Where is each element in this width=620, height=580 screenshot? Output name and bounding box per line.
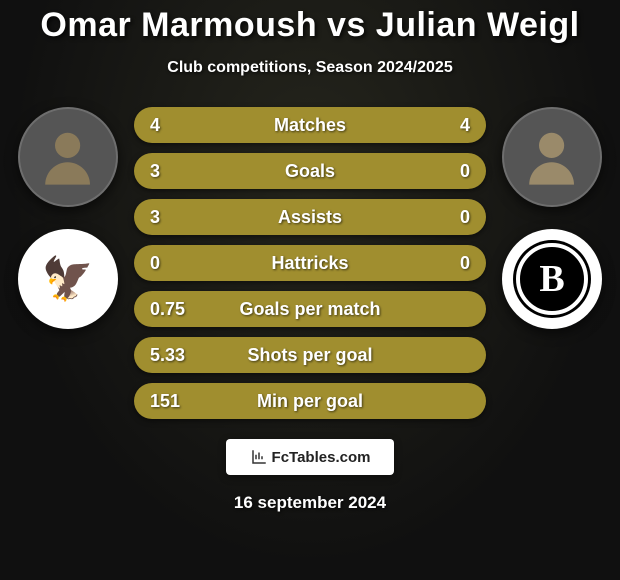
page-title: Omar Marmoush vs Julian Weigl — [40, 6, 579, 45]
chart-icon — [250, 448, 268, 466]
stat-right-value: 0 — [460, 161, 470, 182]
stat-label: Matches — [274, 115, 346, 136]
stat-bar: 5.33 Shots per goal — [134, 337, 486, 373]
stat-right-value: 0 — [460, 207, 470, 228]
gladbach-b-icon: B — [516, 243, 588, 315]
stat-label: Goals per match — [239, 299, 380, 320]
page-subtitle: Club competitions, Season 2024/2025 — [167, 59, 452, 77]
stat-label: Shots per goal — [247, 345, 372, 366]
brand-badge: FcTables.com — [226, 439, 394, 475]
stats-list: 4 Matches 4 3 Goals 0 3 Assists 0 0 Hattricks 0 0.75… — [134, 107, 486, 419]
right-club-badge: B — [502, 229, 602, 329]
stat-left-value: 3 — [150, 207, 160, 228]
date-text: 16 september 2024 — [234, 493, 386, 513]
stat-bar: 4 Matches 4 — [134, 107, 486, 143]
stat-left-value: 0.75 — [150, 299, 185, 320]
comparison-section: 🦅 4 Matches 4 3 Goals 0 3 Assists 0 0 Hattricks 0 0.… — [0, 107, 620, 419]
stat-left-value: 151 — [150, 391, 180, 412]
stat-label: Hattricks — [271, 253, 348, 274]
stat-label: Assists — [278, 207, 342, 228]
brand-text: FcTables.com — [272, 449, 371, 466]
stat-left-value: 5.33 — [150, 345, 185, 366]
left-player-column: 🦅 — [18, 107, 118, 329]
stat-bar: 0.75 Goals per match — [134, 291, 486, 327]
stat-left-value: 4 — [150, 115, 160, 136]
stat-right-value: 0 — [460, 253, 470, 274]
eagle-icon: 🦅 — [42, 255, 94, 304]
stat-left-value: 3 — [150, 161, 160, 182]
stat-bar: 3 Goals 0 — [134, 153, 486, 189]
left-club-badge: 🦅 — [18, 229, 118, 329]
left-player-avatar — [18, 107, 118, 207]
right-player-column: B — [502, 107, 602, 329]
stat-right-value: 4 — [460, 115, 470, 136]
stat-label: Goals — [285, 161, 335, 182]
stat-left-value: 0 — [150, 253, 160, 274]
right-player-avatar — [502, 107, 602, 207]
stat-bar: 151 Min per goal — [134, 383, 486, 419]
stat-bar: 3 Assists 0 — [134, 199, 486, 235]
stat-bar: 0 Hattricks 0 — [134, 245, 486, 281]
stat-label: Min per goal — [257, 391, 363, 412]
